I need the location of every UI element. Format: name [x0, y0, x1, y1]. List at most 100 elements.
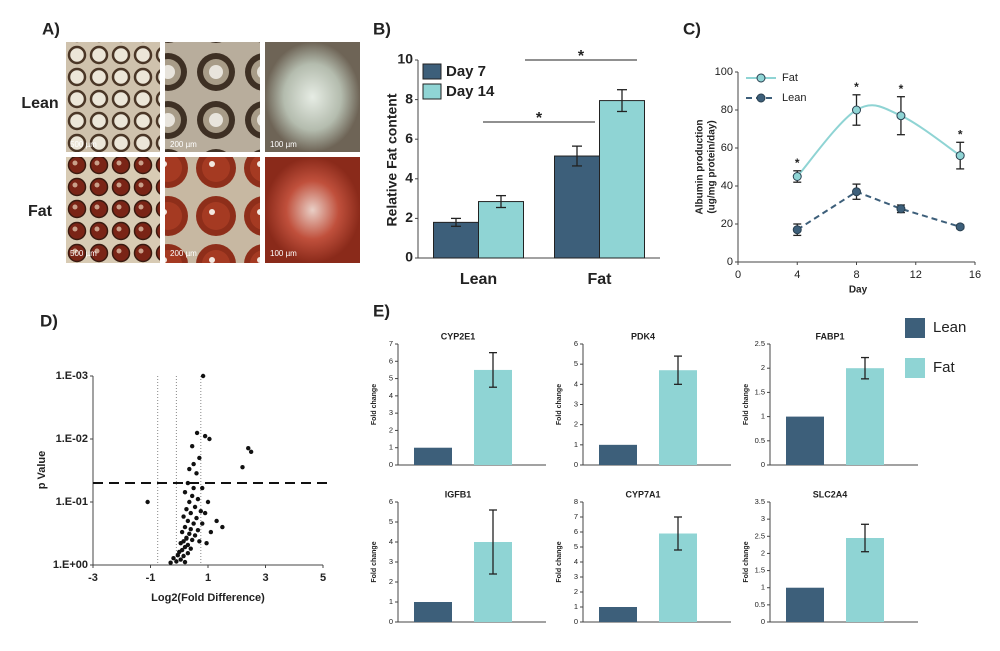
point: [202, 433, 208, 439]
legend-marker: [756, 73, 766, 83]
point: [188, 546, 193, 551]
significance-label: *: [578, 48, 585, 65]
point: [240, 464, 245, 470]
legend-swatch: [905, 318, 925, 338]
bar: [786, 416, 824, 465]
point: [189, 537, 195, 543]
point: [208, 529, 214, 535]
point: [205, 499, 211, 505]
significance-label: *: [854, 80, 859, 94]
line: [796, 190, 961, 231]
x-tick-label: 5: [320, 572, 326, 584]
bar: [478, 201, 524, 259]
y-tick-label: 6: [389, 497, 393, 506]
point: [174, 559, 179, 564]
y-tick-label: 2: [389, 577, 393, 586]
point: [187, 499, 192, 505]
marker: [852, 105, 861, 115]
y-axis-label: p Value: [36, 451, 48, 490]
y-tick-label: 0: [761, 460, 765, 469]
y-tick-label: 1: [389, 443, 393, 452]
y-tick-label: 1.E+00: [53, 559, 88, 571]
point: [195, 496, 201, 502]
y-tick-label: 2: [389, 425, 393, 434]
scale-label: 100 µm: [270, 140, 297, 149]
marker: [955, 151, 965, 161]
point: [220, 524, 225, 530]
micrograph: [265, 157, 360, 263]
point: [194, 430, 200, 436]
y-tick-label: 0: [761, 617, 765, 626]
chart-title: FABP1: [815, 331, 844, 341]
panel-label: D): [40, 311, 58, 330]
y-tick-label: 0: [389, 617, 393, 626]
scale-label: 200 µm: [170, 249, 197, 258]
legend-label: Lean: [782, 92, 806, 104]
micrograph-panel: A) Lean Fat 500 µm 200 µm 100 µm 500 µm …: [21, 19, 360, 263]
significance-label: *: [899, 82, 904, 96]
y-tick-label: 7: [574, 512, 578, 521]
y-tick-label: 1: [389, 597, 393, 606]
y-axis-label: Fold change: [743, 541, 750, 582]
point: [181, 514, 186, 519]
x-axis-label: Day: [849, 285, 868, 296]
y-tick-label: 40: [721, 180, 733, 192]
y-tick-label: 0: [389, 460, 393, 469]
point: [168, 560, 173, 565]
legend-label: Day 7: [446, 63, 486, 80]
y-tick-label: 20: [721, 218, 733, 230]
point: [191, 521, 196, 526]
x-axis-label: Log2(Fold Difference): [151, 592, 265, 604]
point: [214, 518, 219, 524]
legend-marker: [756, 93, 766, 103]
bar: [786, 587, 824, 622]
y-axis-label: Fold change: [371, 541, 378, 582]
y-tick-label: 2.5: [755, 339, 765, 348]
y-tick-label: 4: [405, 170, 413, 186]
legend-label: Fat: [782, 72, 798, 84]
y-tick-label: 0: [574, 617, 578, 626]
point: [200, 485, 205, 491]
y-tick-label: 1: [574, 440, 578, 449]
chart-title: SLC2A4: [813, 489, 848, 499]
x-tick-label: 8: [853, 269, 859, 281]
y-tick-label: 3: [574, 399, 578, 408]
y-tick-label: 0: [574, 460, 578, 469]
legend-label: Day 14: [446, 83, 495, 100]
panel-label: E): [373, 301, 390, 320]
y-tick-label: 0: [405, 249, 413, 265]
point: [207, 436, 212, 442]
y-tick-label: 3: [574, 572, 578, 581]
y-tick-label: 2: [405, 209, 413, 225]
y-tick-label: 6: [389, 356, 393, 365]
x-tick-label: -1: [146, 572, 156, 584]
legend-label: Fat: [933, 359, 956, 376]
point: [182, 490, 188, 495]
legend-swatch: [905, 358, 925, 378]
y-axis-label: Fold change: [556, 541, 563, 582]
y-tick-label: 8: [574, 497, 578, 506]
y-axis-label: Fold change: [371, 384, 378, 425]
y-tick-label: 4: [389, 537, 393, 546]
significance-label: *: [536, 110, 543, 127]
y-tick-label: 6: [405, 130, 413, 146]
bar: [599, 100, 645, 259]
y-axis-label: (ug/mg protein/day): [707, 120, 718, 213]
point: [185, 480, 191, 486]
point: [191, 461, 196, 467]
point: [188, 510, 193, 516]
point: [194, 515, 199, 521]
y-tick-label: 2: [761, 548, 765, 557]
scale-label: 200 µm: [170, 140, 197, 149]
point: [194, 471, 199, 476]
point: [187, 466, 192, 472]
point: [191, 485, 196, 491]
point: [178, 557, 183, 562]
bar: [846, 368, 884, 465]
scale-label: 100 µm: [270, 249, 297, 258]
scale-label: 500 µm: [70, 140, 97, 149]
micrograph: [66, 157, 160, 263]
y-tick-label: 5: [574, 542, 578, 551]
point: [204, 540, 209, 546]
